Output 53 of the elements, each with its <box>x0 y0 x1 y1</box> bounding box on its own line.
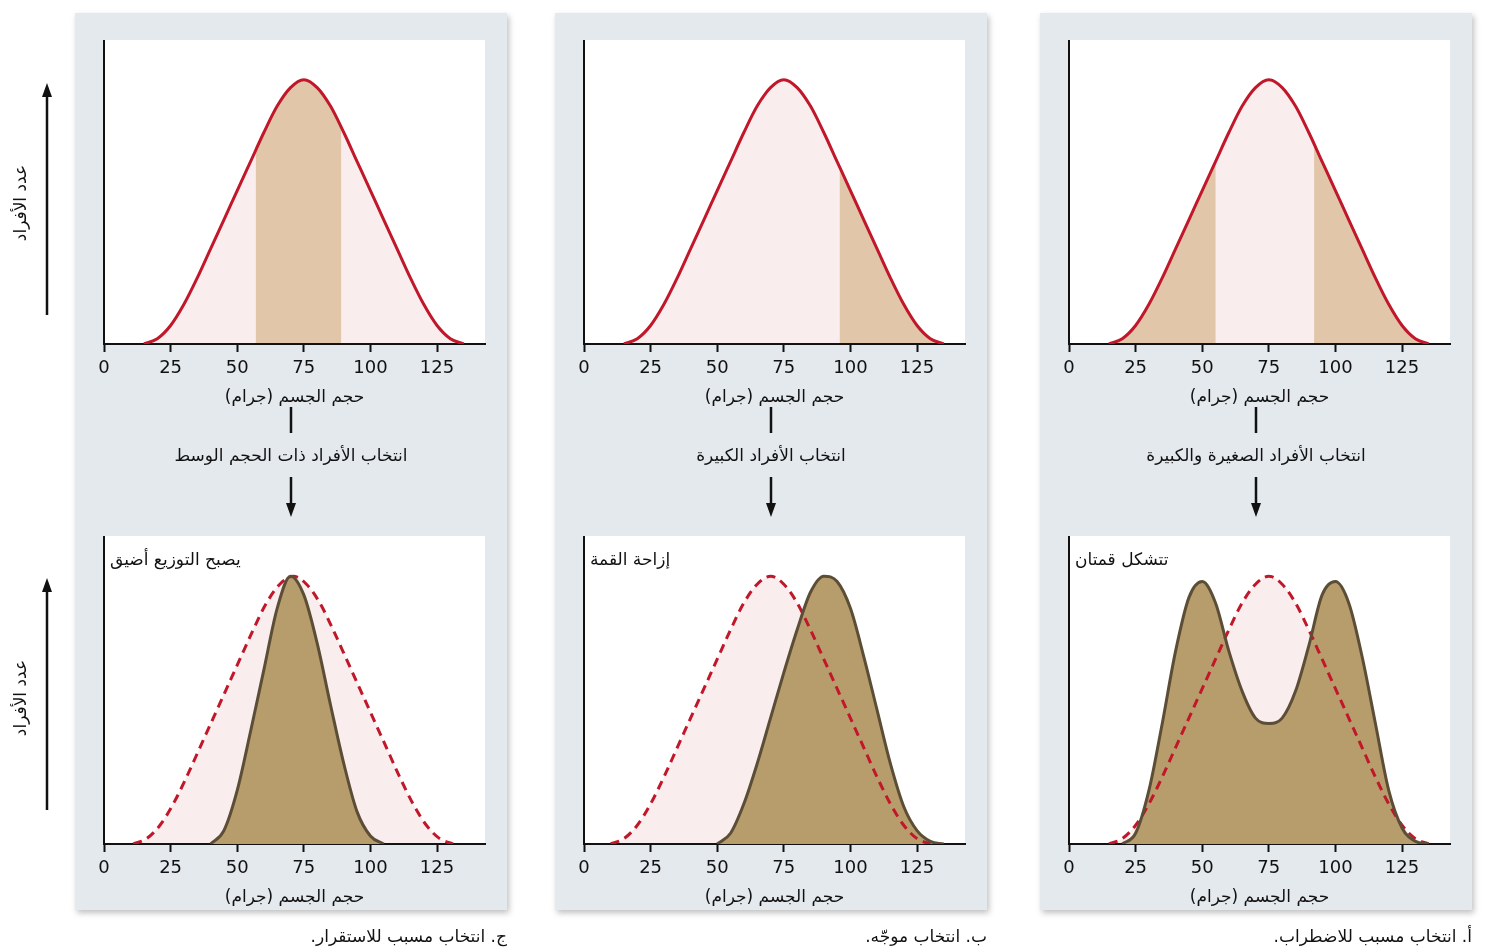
x-tick-label: 125 <box>419 856 455 878</box>
x-tick-label: 25 <box>639 856 663 878</box>
x-tick-label: 0 <box>578 856 590 878</box>
x-tick-label: 75 <box>1257 356 1281 378</box>
x-axis-title: حجم الجسم (جرام) <box>704 886 845 908</box>
x-tick-label: 50 <box>705 856 729 878</box>
text: تتشكل قمتان <box>1075 548 1169 569</box>
text: انتخاب الأفراد الكبيرة <box>696 445 846 465</box>
x-axis-title: حجم الجسم (جرام) <box>224 886 365 908</box>
x-tick-label: 50 <box>225 356 249 378</box>
text: يصبح التوزيع أضيق <box>110 547 241 570</box>
x-tick-label: 75 <box>1257 856 1281 878</box>
x-tick-label: 100 <box>833 356 868 378</box>
x-tick-label: 75 <box>292 356 316 378</box>
text: انتخاب الأفراد الصغيرة والكبيرة <box>1146 445 1366 465</box>
text: ب. انتخاب موجّه. <box>864 926 987 946</box>
x-tick-label: 125 <box>1384 856 1420 878</box>
x-tick-label: 0 <box>578 356 590 378</box>
x-tick-label: 100 <box>1318 356 1353 378</box>
x-tick-label: 100 <box>1318 856 1353 878</box>
x-tick-label: 100 <box>353 856 388 878</box>
text: انتخاب الأفراد ذات الحجم الوسط <box>174 445 408 465</box>
x-tick-label: 100 <box>833 856 868 878</box>
x-tick-label: 125 <box>899 356 935 378</box>
x-tick-label: 125 <box>899 856 935 878</box>
x-tick-label: 0 <box>1063 356 1075 378</box>
x-tick-label: 25 <box>159 856 183 878</box>
x-tick-label: 75 <box>292 856 316 878</box>
x-axis-title: حجم الجسم (جرام) <box>1189 886 1330 908</box>
text: إزاحة القمة <box>590 548 671 569</box>
x-tick-label: 50 <box>1190 356 1214 378</box>
x-tick-label: 100 <box>353 356 388 378</box>
y-axis-title: عدد الأفراد <box>10 659 31 737</box>
x-tick-label: 0 <box>98 856 110 878</box>
x-tick-label: 25 <box>159 356 183 378</box>
y-axis-title: عدد الأفراد <box>10 164 31 242</box>
x-tick-label: 50 <box>705 356 729 378</box>
x-tick-label: 125 <box>419 356 455 378</box>
x-tick-label: 75 <box>772 856 796 878</box>
x-tick-label: 50 <box>1190 856 1214 878</box>
x-axis-title: حجم الجسم (جرام) <box>224 386 365 408</box>
x-axis-title: حجم الجسم (جرام) <box>704 386 845 408</box>
x-tick-label: 75 <box>772 356 796 378</box>
text: ج. انتخاب مسبب للاستقرار. <box>309 926 507 946</box>
x-tick-label: 50 <box>225 856 249 878</box>
x-tick-label: 25 <box>639 356 663 378</box>
x-tick-label: 25 <box>1124 356 1148 378</box>
x-tick-label: 0 <box>1063 856 1075 878</box>
x-tick-label: 0 <box>98 356 110 378</box>
x-axis-title: حجم الجسم (جرام) <box>1189 386 1330 408</box>
x-tick-label: 25 <box>1124 856 1148 878</box>
x-tick-label: 125 <box>1384 356 1420 378</box>
text: أ. انتخاب مسبب للاضطراب. <box>1272 926 1472 946</box>
